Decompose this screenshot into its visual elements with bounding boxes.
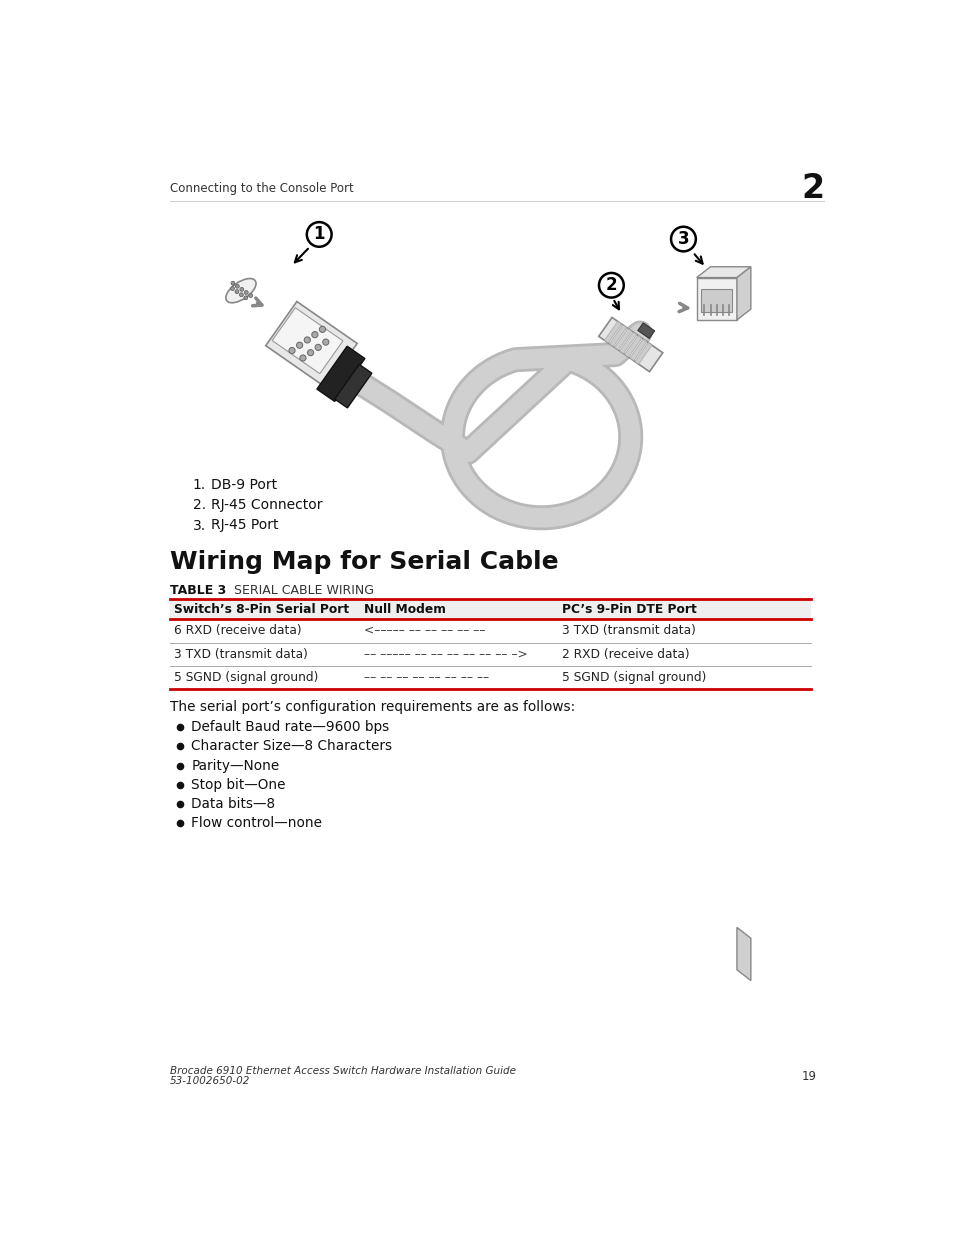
Circle shape: [244, 296, 248, 300]
Text: <––––– –– –– –– –– ––: <––––– –– –– –– –– ––: [364, 625, 485, 637]
Text: RJ-45 Port: RJ-45 Port: [211, 519, 278, 532]
Text: 2: 2: [605, 277, 617, 294]
Text: 3 TXD (transmit data): 3 TXD (transmit data): [174, 647, 308, 661]
Text: Brocade 6910 Ethernet Access Switch Hardware Installation Guide: Brocade 6910 Ethernet Access Switch Hard…: [170, 1066, 515, 1076]
Text: 19: 19: [801, 1070, 816, 1083]
Text: PC’s 9-Pin DTE Port: PC’s 9-Pin DTE Port: [561, 603, 696, 616]
Circle shape: [244, 290, 248, 294]
Text: 5 SGND (signal ground): 5 SGND (signal ground): [561, 671, 705, 684]
Circle shape: [299, 354, 306, 361]
Polygon shape: [619, 332, 636, 353]
Circle shape: [239, 293, 243, 296]
Text: 1: 1: [314, 226, 325, 243]
Polygon shape: [736, 267, 750, 320]
Polygon shape: [624, 336, 641, 357]
Text: 2.: 2.: [193, 499, 206, 513]
Circle shape: [307, 222, 332, 247]
Circle shape: [670, 227, 695, 252]
Text: –– –– –– –– –– –– –– ––: –– –– –– –– –– –– –– ––: [364, 671, 489, 684]
Text: RJ-45 Connector: RJ-45 Connector: [211, 499, 322, 513]
Polygon shape: [614, 329, 631, 350]
Polygon shape: [696, 278, 736, 320]
Text: Switch’s 8-Pin Serial Port: Switch’s 8-Pin Serial Port: [174, 603, 349, 616]
Text: 3.: 3.: [193, 519, 206, 532]
Polygon shape: [335, 364, 372, 408]
Text: The serial port’s configuration requirements are as follows:: The serial port’s configuration requirem…: [170, 700, 575, 714]
Text: Wiring Map for Serial Cable: Wiring Map for Serial Cable: [170, 550, 558, 574]
Text: DB-9 Port: DB-9 Port: [211, 478, 276, 493]
Circle shape: [307, 350, 314, 356]
Circle shape: [312, 331, 317, 337]
Polygon shape: [609, 325, 626, 347]
Circle shape: [304, 337, 310, 343]
Circle shape: [235, 284, 239, 288]
Text: TABLE 3: TABLE 3: [170, 584, 226, 598]
Text: 2: 2: [801, 172, 823, 205]
Text: 3 TXD (transmit data): 3 TXD (transmit data): [561, 625, 695, 637]
Circle shape: [322, 340, 329, 345]
Circle shape: [319, 326, 325, 332]
Text: Flow control—none: Flow control—none: [192, 816, 322, 830]
Polygon shape: [272, 308, 342, 374]
Text: Data bits—8: Data bits—8: [192, 798, 275, 811]
Text: 1.: 1.: [193, 478, 206, 493]
Text: 3: 3: [677, 230, 688, 248]
Circle shape: [314, 345, 321, 351]
Polygon shape: [604, 321, 621, 343]
Polygon shape: [638, 322, 654, 338]
Text: 5 SGND (signal ground): 5 SGND (signal ground): [174, 671, 318, 684]
Circle shape: [231, 287, 234, 290]
Ellipse shape: [226, 279, 255, 303]
Polygon shape: [696, 267, 750, 278]
Text: Character Size—8 Characters: Character Size—8 Characters: [192, 740, 392, 753]
Circle shape: [234, 290, 238, 294]
Text: Null Modem: Null Modem: [364, 603, 446, 616]
Polygon shape: [736, 927, 750, 981]
Circle shape: [231, 282, 234, 285]
Polygon shape: [629, 340, 646, 361]
Circle shape: [239, 288, 244, 291]
Text: Connecting to the Console Port: Connecting to the Console Port: [170, 182, 353, 195]
Text: SERIAL CABLE WIRING: SERIAL CABLE WIRING: [233, 584, 374, 598]
Polygon shape: [598, 317, 662, 372]
Polygon shape: [316, 346, 364, 401]
Circle shape: [289, 347, 294, 353]
Polygon shape: [266, 301, 356, 388]
Circle shape: [249, 294, 253, 298]
Polygon shape: [634, 342, 651, 364]
FancyBboxPatch shape: [700, 289, 732, 312]
Circle shape: [296, 342, 302, 348]
Text: 2 RXD (receive data): 2 RXD (receive data): [561, 647, 689, 661]
Text: Parity—None: Parity—None: [192, 758, 279, 773]
Text: –– ––––– –– –– –– –– –– –– –>: –– ––––– –– –– –– –– –– –– –>: [364, 647, 527, 661]
Text: Default Baud rate—9600 bps: Default Baud rate—9600 bps: [192, 720, 389, 735]
Text: 6 RXD (receive data): 6 RXD (receive data): [174, 625, 301, 637]
Text: Stop bit—One: Stop bit—One: [192, 778, 286, 792]
FancyBboxPatch shape: [170, 599, 810, 620]
Text: 53-1002650-02: 53-1002650-02: [170, 1077, 250, 1087]
Circle shape: [598, 273, 623, 298]
